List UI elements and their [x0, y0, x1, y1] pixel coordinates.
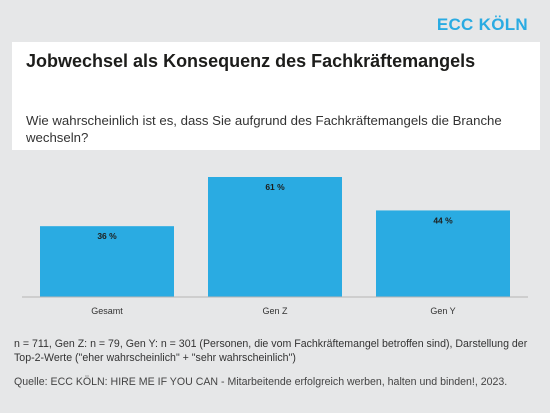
category-label-gen-z: Gen Z: [262, 306, 288, 316]
brand-logo: ECC KÖLN: [436, 15, 528, 34]
bar-gen-z: [208, 177, 342, 297]
sample-note: n = 711, Gen Z: n = 79, Gen Y: n = 301 (…: [14, 338, 528, 364]
bar-gesamt: [40, 226, 174, 297]
chart-question: Wie wahrscheinlich ist es, dass Sie aufg…: [26, 113, 502, 145]
title-box: Jobwechsel als Konsequenz des Fachkräfte…: [12, 42, 540, 150]
chart-title: Jobwechsel als Konsequenz des Fachkräfte…: [26, 51, 476, 71]
data-label-gen-z: 61 %: [265, 182, 285, 192]
category-label-gesamt: Gesamt: [91, 306, 123, 316]
bar-gen-y: [376, 210, 510, 297]
data-label-gen-y: 44 %: [433, 215, 453, 225]
data-label-gesamt: 36 %: [97, 231, 117, 241]
bar-chart: 36 % Gesamt 61 % Gen Z 44 % Gen Y: [22, 177, 528, 316]
category-label-gen-y: Gen Y: [430, 306, 455, 316]
source-note: Quelle: ECC KÖLN: HIRE ME IF YOU CAN - M…: [14, 376, 508, 388]
